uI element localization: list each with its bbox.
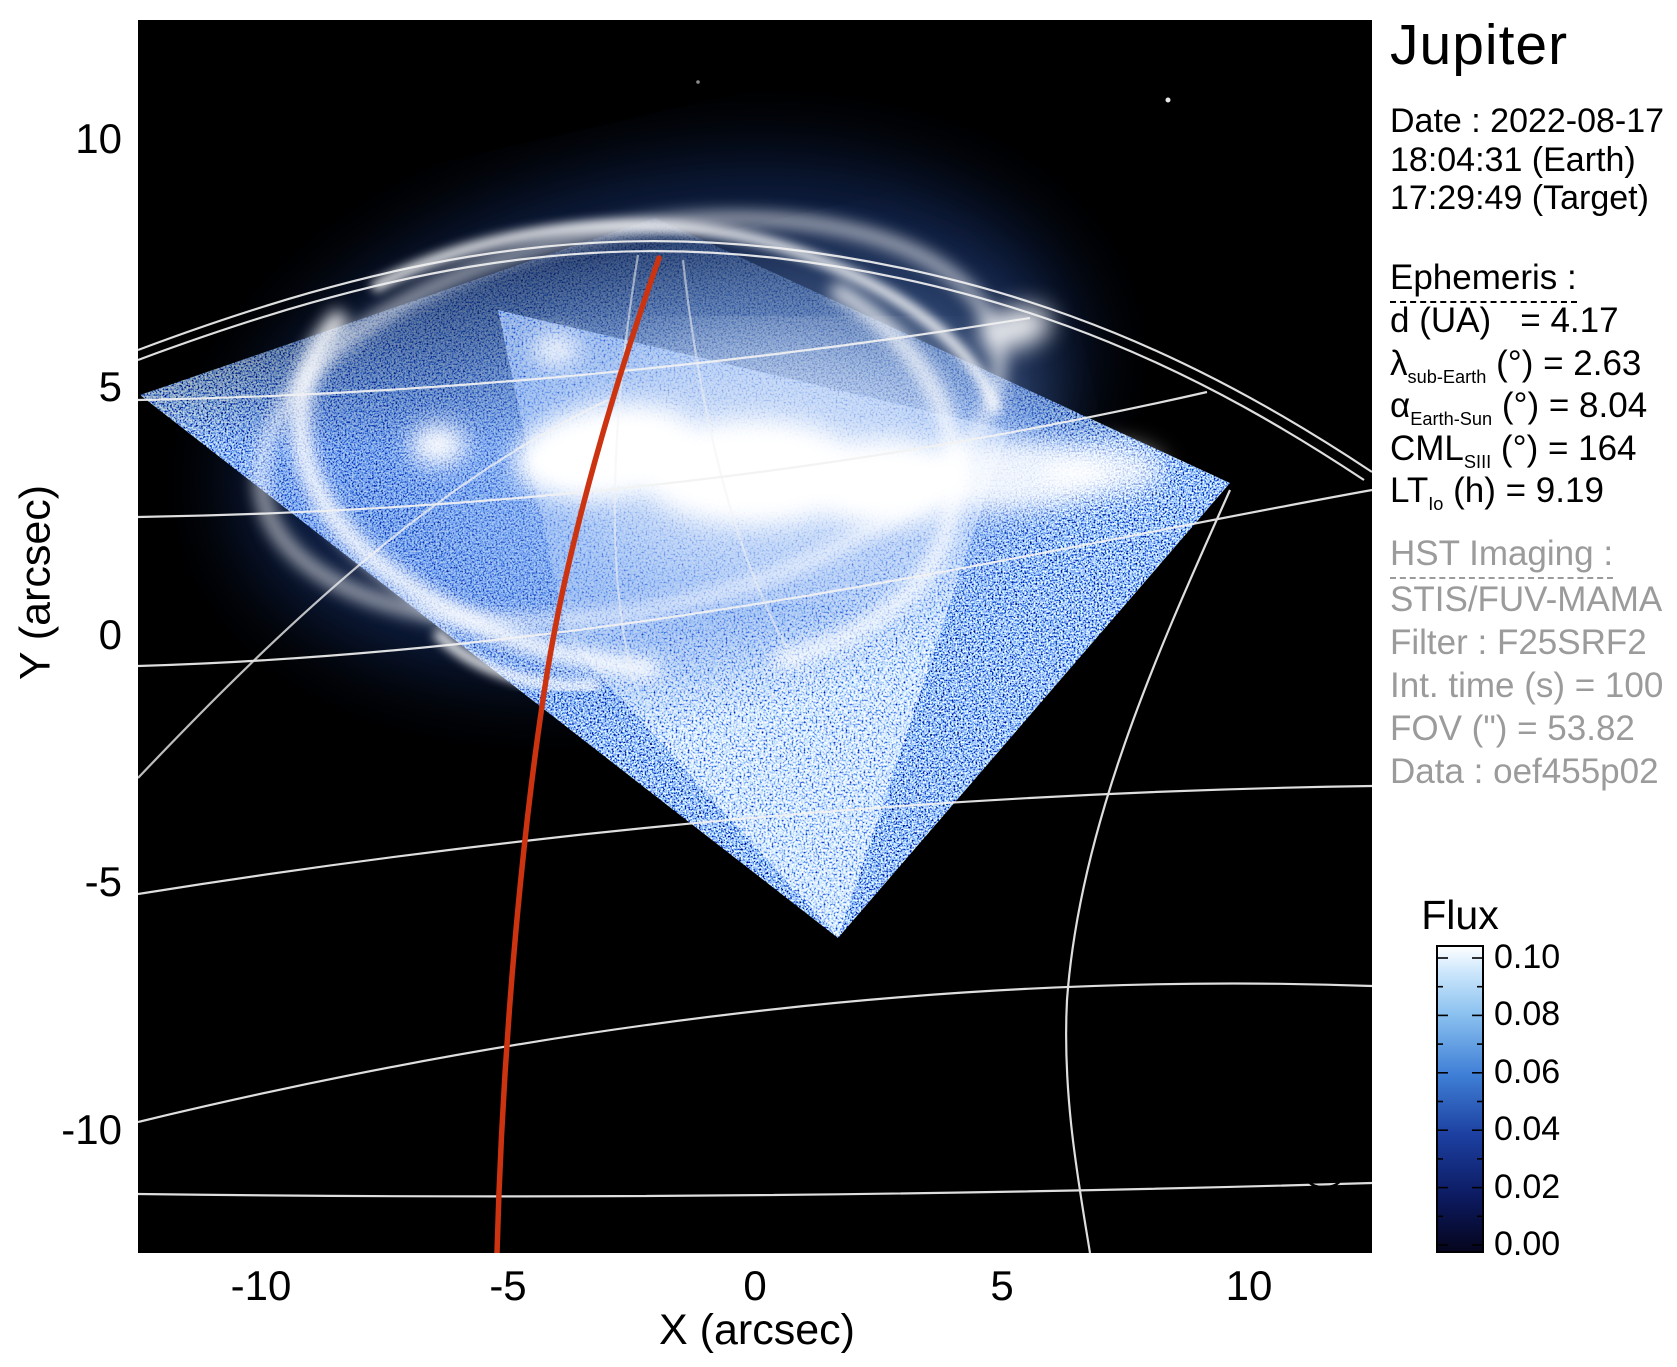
y-axis-title: Y (arcsec) (11, 484, 60, 681)
ephemeris-heading: Ephemeris : (1390, 258, 1577, 303)
x-tick-label: -10 (230, 1262, 292, 1309)
parallel-5 (138, 982, 1372, 1124)
meridian-pole-b (681, 259, 801, 671)
colorbar-tick-label: 0.08 (1494, 995, 1561, 1033)
x-tick-label: 5 (990, 1262, 1014, 1309)
aurora-image-plot (138, 20, 1372, 1253)
limb-line-inner (138, 250, 1365, 481)
colorbar-gradient (1436, 945, 1484, 1253)
instrument-line: STIS/FUV-MAMA (1390, 580, 1663, 619)
colorbar-title: Flux (1421, 892, 1499, 938)
x-tick-label: 0 (743, 1262, 767, 1309)
x-axis-title: X (arcsec) (659, 1306, 855, 1354)
y-tick-label: -5 (84, 858, 122, 905)
time-earth-line: 18:04:31 (Earth) (1390, 140, 1636, 179)
hst-imaging-section: HST Imaging : (1390, 534, 1614, 579)
observation-datetime: Date : 2022-08-17 18:04:31 (Earth) 17:29… (1390, 102, 1664, 218)
x-tick-label: -5 (489, 1262, 527, 1309)
ephemeris-row-alpha: αEarth-Sun (°) = 8.04 (1390, 386, 1648, 429)
x-tick-label: 10 (1225, 1262, 1273, 1309)
fov-line: FOV (") = 53.82 (1390, 709, 1635, 748)
aurora (235, 157, 1163, 692)
ephemeris-row-cml: CMLSIII (°) = 164 (1390, 428, 1637, 472)
integration-time-line: Int. time (s) = 100 (1390, 666, 1664, 705)
colorbar-unit-label: (counts.s⁻¹) (1303, 1012, 1341, 1192)
filter-line: Filter : F25SRF2 (1390, 623, 1647, 662)
colorbar-tick-label: 0.06 (1494, 1053, 1561, 1091)
hst-imaging-lines: STIS/FUV-MAMA Filter : F25SRF2 Int. time… (1390, 578, 1663, 793)
aurora-dawn-arc (772, 281, 963, 670)
cml-meridian-line (494, 255, 662, 1253)
aurora-upper-arc (370, 220, 1002, 414)
y-tick-label: 5 (98, 363, 122, 410)
dataset-line: Data : oef455p02 (1390, 752, 1659, 791)
grid-lines (138, 240, 1372, 1253)
colorbar-tick-label: 0.10 (1494, 938, 1561, 976)
limb-left-arc (138, 399, 609, 779)
y-tick-label: 0 (98, 611, 122, 658)
ephemeris-row-distance: d (UA) = 4.17 (1390, 301, 1619, 340)
meridian-right (1065, 489, 1232, 1253)
parallel-4 (138, 784, 1372, 896)
ephemeris-row-lambda: λsub-Earth (°) = 2.63 (1390, 343, 1642, 387)
ephemeris-section: Ephemeris : (1390, 258, 1577, 303)
hst-imaging-heading: HST Imaging : (1390, 534, 1614, 579)
ephemeris-row-lt-io: LTIo (h) = 9.19 (1390, 471, 1604, 514)
star-specks (696, 80, 1171, 103)
y-tick-label: 10 (75, 115, 122, 162)
parallel-6 (138, 1181, 1372, 1198)
date-line: Date : 2022-08-17 (1390, 102, 1665, 140)
parallel-1 (138, 316, 1031, 402)
time-target-line: 17:29:49 (Target) (1390, 179, 1649, 217)
colorbar-tick-label: 0.04 (1494, 1110, 1561, 1148)
aurora-saturated-blobs (410, 306, 1163, 526)
page-title: Jupiter (1390, 13, 1569, 77)
meridian-pole-a (613, 254, 640, 681)
colorbar-tick-label: 0.00 (1494, 1225, 1561, 1263)
limb-line-outer (138, 240, 1372, 473)
ephemeris-rows: d (UA) = 4.17 λsub-Earth (°) = 2.63 αEar… (1390, 300, 1648, 514)
y-tick-label: -10 (61, 1106, 122, 1153)
colorbar-ticks (1437, 957, 1483, 1246)
colorbar-tick-label: 0.02 (1494, 1168, 1561, 1206)
parallel-2 (138, 390, 1208, 519)
aurora-left-arc (290, 308, 659, 680)
